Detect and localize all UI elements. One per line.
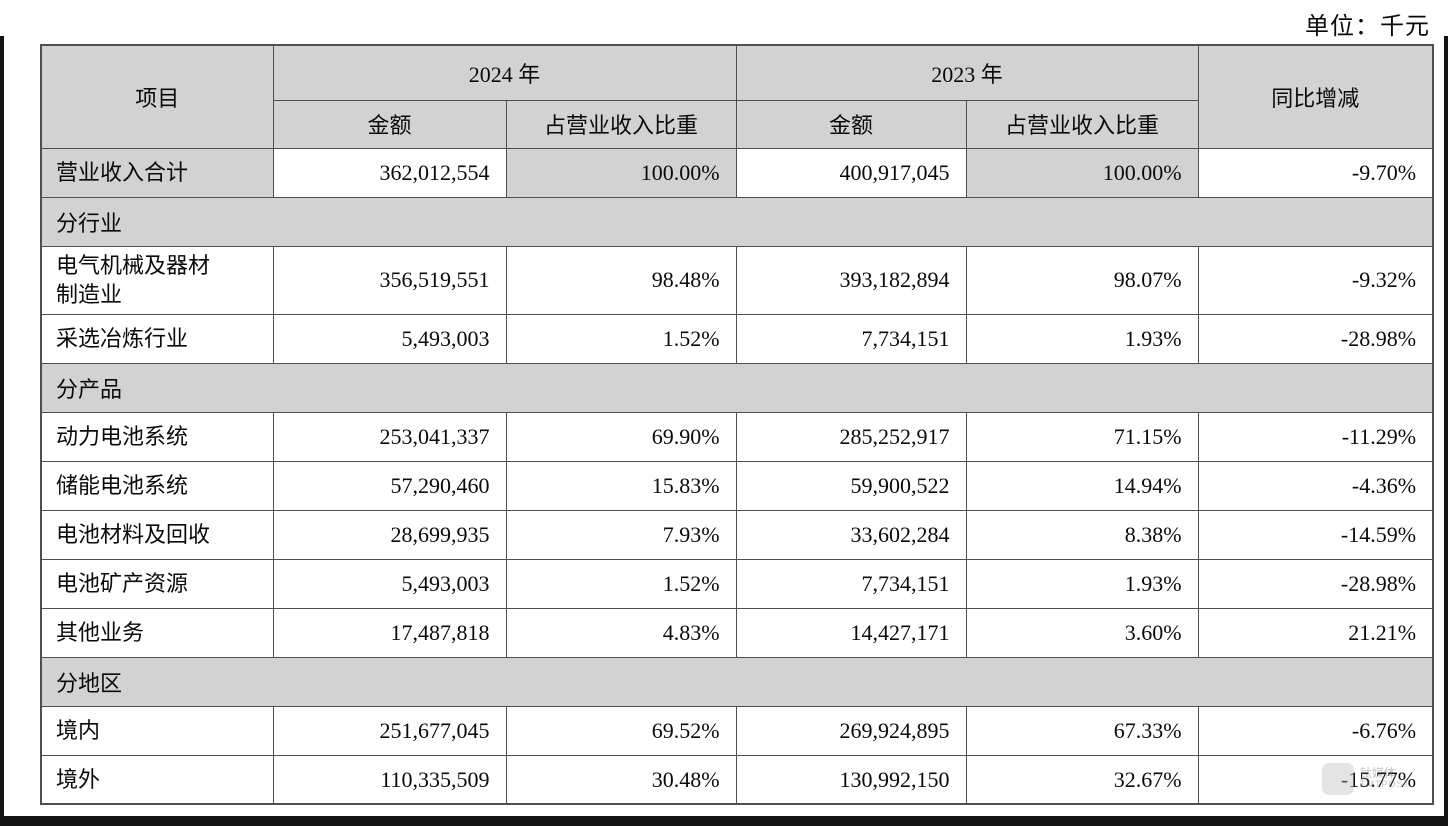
header-row-measures: 金额 占营业收入比重 金额 占营业收入比重 — [41, 99, 1433, 149]
cell-ratio-2024: 15.83% — [505, 460, 737, 511]
section-title: 分地区 — [40, 656, 1434, 707]
cell-ratio-2023: 71.15% — [965, 411, 1199, 462]
cell-amount-2023: 285,252,917 — [735, 411, 967, 462]
table-row: 电气机械及器材 制造业 356,519,551 98.48% 393,182,8… — [40, 245, 1434, 315]
cell-amount-2023: 59,900,522 — [735, 460, 967, 511]
table-row-total: 营业收入合计 362,012,554 100.00% 400,917,045 1… — [40, 147, 1434, 198]
col-header-year-2024: 2024 年 — [272, 44, 737, 101]
cell-amount-2024: 17,487,818 — [272, 607, 507, 658]
cell-amount-2023: 400,917,045 — [735, 147, 967, 198]
cell-ratio-2023: 3.60% — [965, 607, 1199, 658]
cell-ratio-2023: 100.00% — [965, 147, 1199, 198]
cell-ratio-2024: 7.93% — [505, 509, 737, 560]
cell-ratio-2023: 1.93% — [965, 558, 1199, 609]
cell-amount-2024: 110,335,509 — [272, 754, 507, 805]
cell-label: 采选冶炼行业 — [40, 313, 274, 364]
cell-amount-2023: 393,182,894 — [735, 245, 967, 315]
cell-yoy: -14.59% — [1197, 509, 1434, 560]
cell-label: 动力电池系统 — [40, 411, 274, 462]
cell-ratio-2023: 1.93% — [965, 313, 1199, 364]
cell-ratio-2024: 1.52% — [505, 313, 737, 364]
table-row: 储能电池系统 57,290,460 15.83% 59,900,522 14.9… — [40, 460, 1434, 511]
cell-amount-2023: 7,734,151 — [735, 313, 967, 364]
section-title: 分行业 — [40, 196, 1434, 247]
col-header-ratio-2023: 占营业收入比重 — [965, 99, 1199, 149]
cell-ratio-2024: 100.00% — [505, 147, 737, 198]
frame-edge-right — [1444, 36, 1448, 826]
revenue-table: 项目 2024 年 2023 年 同比增减 金额 占营业收入比重 金额 占营业收… — [40, 44, 1435, 806]
cell-label: 境内 — [40, 705, 274, 756]
cell-amount-2024: 5,493,003 — [272, 558, 507, 609]
cell-amount-2023: 7,734,151 — [735, 558, 967, 609]
cell-amount-2024: 28,699,935 — [272, 509, 507, 560]
cell-label: 电池矿产资源 — [40, 558, 274, 609]
cell-yoy: -15.77% — [1197, 754, 1434, 805]
cell-ratio-2024: 30.48% — [505, 754, 737, 805]
cell-amount-2024: 253,041,337 — [272, 411, 507, 462]
table-row: 电池矿产资源 5,493,003 1.52% 7,734,151 1.93% -… — [40, 558, 1434, 609]
cell-label: 其他业务 — [40, 607, 274, 658]
cell-yoy: -4.36% — [1197, 460, 1434, 511]
table-row: 境内 251,677,045 69.52% 269,924,895 67.33%… — [40, 705, 1434, 756]
cell-amount-2024: 5,493,003 — [272, 313, 507, 364]
cell-label: 境外 — [40, 754, 274, 805]
cell-label: 电气机械及器材 制造业 — [40, 245, 274, 315]
cell-amount-2023: 269,924,895 — [735, 705, 967, 756]
cell-yoy: -28.98% — [1197, 558, 1434, 609]
cell-ratio-2023: 67.33% — [965, 705, 1199, 756]
cell-yoy: 21.21% — [1197, 607, 1434, 658]
cell-yoy: -9.70% — [1197, 147, 1434, 198]
col-header-yoy: 同比增减 — [1197, 44, 1434, 149]
cell-amount-2024: 362,012,554 — [272, 147, 507, 198]
cell-ratio-2023: 32.67% — [965, 754, 1199, 805]
cell-amount-2023: 33,602,284 — [735, 509, 967, 560]
cell-amount-2024: 356,519,551 — [272, 245, 507, 315]
cell-label: 营业收入合计 — [40, 147, 274, 198]
cell-yoy: -9.32% — [1197, 245, 1434, 315]
section-title: 分产品 — [40, 362, 1434, 413]
col-header-amount-2023: 金额 — [735, 99, 967, 149]
cell-amount-2024: 251,677,045 — [272, 705, 507, 756]
frame-edge-left — [0, 36, 4, 826]
cell-yoy: -28.98% — [1197, 313, 1434, 364]
unit-label: 单位：千元 — [1305, 14, 1430, 40]
cell-ratio-2023: 8.38% — [965, 509, 1199, 560]
cell-label: 储能电池系统 — [40, 460, 274, 511]
cell-label: 电池材料及回收 — [40, 509, 274, 560]
cell-ratio-2024: 69.90% — [505, 411, 737, 462]
header-row-years: 项目 2024 年 2023 年 同比增减 — [40, 44, 1434, 149]
col-header-item: 项目 — [40, 44, 274, 149]
col-header-ratio-2024: 占营业收入比重 — [505, 99, 737, 149]
cell-amount-2023: 14,427,171 — [735, 607, 967, 658]
frame-edge-bottom — [0, 816, 1448, 826]
cell-amount-2024: 57,290,460 — [272, 460, 507, 511]
section-row: 分地区 — [40, 656, 1434, 707]
cell-ratio-2024: 98.48% — [505, 245, 737, 315]
cell-yoy: -11.29% — [1197, 411, 1434, 462]
cell-ratio-2024: 69.52% — [505, 705, 737, 756]
col-header-amount-2024: 金额 — [272, 99, 507, 149]
col-header-year-2023: 2023 年 — [735, 44, 1199, 101]
section-row: 分行业 — [40, 196, 1434, 247]
cell-ratio-2024: 1.52% — [505, 558, 737, 609]
table-row: 境外 110,335,509 30.48% 130,992,150 32.67%… — [40, 754, 1434, 805]
section-row: 分产品 — [40, 362, 1434, 413]
cell-amount-2023: 130,992,150 — [735, 754, 967, 805]
cell-yoy: -6.76% — [1197, 705, 1434, 756]
table-row: 其他业务 17,487,818 4.83% 14,427,171 3.60% 2… — [40, 607, 1434, 658]
cell-ratio-2024: 4.83% — [505, 607, 737, 658]
table-row: 电池材料及回收 28,699,935 7.93% 33,602,284 8.38… — [40, 509, 1434, 560]
table-row: 采选冶炼行业 5,493,003 1.52% 7,734,151 1.93% -… — [40, 313, 1434, 364]
cell-ratio-2023: 14.94% — [965, 460, 1199, 511]
table-row: 动力电池系统 253,041,337 69.90% 285,252,917 71… — [40, 411, 1434, 462]
cell-ratio-2023: 98.07% — [965, 245, 1199, 315]
